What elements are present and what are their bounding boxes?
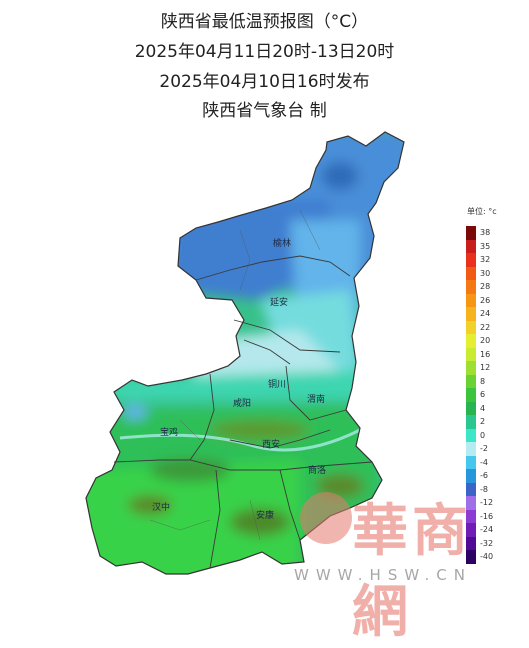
city-label-ankang: 安康 (256, 511, 275, 521)
legend-swatch (466, 442, 476, 456)
legend-swatch (466, 374, 476, 388)
city-label-shangluo: 商洛 (308, 466, 327, 476)
legend-tick-label: -2 (480, 444, 488, 453)
issuer: 陕西省气象台 制 (202, 101, 327, 121)
legend-tick-label: 32 (480, 255, 491, 264)
city-label-xian: 西安 (262, 440, 281, 450)
legend-tick-label: -6 (480, 471, 488, 480)
legend-swatch (466, 536, 476, 550)
legend-tick-label: 30 (480, 268, 491, 278)
legend-swatch (466, 523, 476, 537)
city-label-weinan: 渭南 (307, 395, 326, 405)
legend-swatch (466, 388, 476, 402)
legend-tick-label: 24 (480, 309, 491, 318)
legend-tick-label: -24 (480, 525, 494, 534)
legend-swatch (466, 266, 476, 280)
legend-swatch (466, 226, 476, 240)
legend-swatch (466, 415, 476, 429)
legend-swatch (466, 469, 476, 483)
map-title: 陕西省最低温预报图（°C） (160, 12, 369, 32)
legend-swatch (466, 428, 476, 442)
legend-tick-label: -16 (480, 511, 494, 521)
legend-unit: 单位: °c (467, 207, 497, 216)
watermark-url: WWW.HSW.CN (294, 566, 472, 584)
legend-swatch (466, 253, 476, 267)
legend-tick-label: 12 (480, 363, 491, 372)
legend-swatch (466, 239, 476, 253)
legend-swatch (466, 307, 476, 321)
legend-tick-label: 28 (480, 282, 491, 291)
watermark-logo (300, 492, 352, 544)
legend-swatch (466, 482, 476, 496)
legend-swatch (466, 455, 476, 469)
legend-tick-label: 0 (480, 430, 486, 440)
legend-tick-label: 22 (480, 322, 491, 332)
city-label-hanzhong: 汉中 (152, 503, 171, 513)
legend-tick-label: 16 (480, 349, 491, 359)
legend-tick-label: 35 (480, 241, 491, 251)
legend-swatch (466, 280, 476, 294)
legend-swatch (466, 334, 476, 348)
legend-tick-label: 8 (480, 376, 486, 386)
city-label-baoji: 宝鸡 (160, 428, 179, 438)
legend-swatch (466, 347, 476, 361)
city-label-xianyang: 咸阳 (233, 399, 252, 409)
legend-swatch (466, 509, 476, 523)
legend-tick-label: -4 (480, 457, 488, 467)
city-label-tongchuan: 铜川 (268, 380, 287, 390)
legend-tick-label: -12 (480, 498, 494, 507)
city-label-yulin: 榆林 (273, 239, 292, 249)
issue-time: 2025年04月10日16时发布 (159, 72, 370, 92)
forecast-period: 2025年04月11日20时-13日20时 (134, 42, 395, 62)
legend-swatch (466, 401, 476, 415)
legend-swatch (466, 550, 476, 564)
legend-tick-label: 2 (480, 417, 486, 426)
legend-swatch (466, 293, 476, 307)
shaanxi-temperature-map (85, 131, 405, 575)
legend-tick-label: 26 (480, 295, 491, 305)
legend-tick-label: 4 (480, 403, 486, 413)
city-label-yanan: 延安 (270, 298, 289, 308)
legend-swatch (466, 320, 476, 334)
legend-swatch (466, 496, 476, 510)
legend-tick-label: 20 (480, 336, 491, 345)
legend-tick-label: -32 (480, 538, 494, 548)
legend-color-bar (466, 226, 476, 564)
legend-tick-label: 38 (480, 228, 491, 237)
legend-tick-label: -8 (480, 484, 488, 494)
legend-swatch (466, 361, 476, 375)
legend-tick-label: -40 (480, 552, 494, 561)
legend-tick-label: 6 (480, 390, 486, 399)
